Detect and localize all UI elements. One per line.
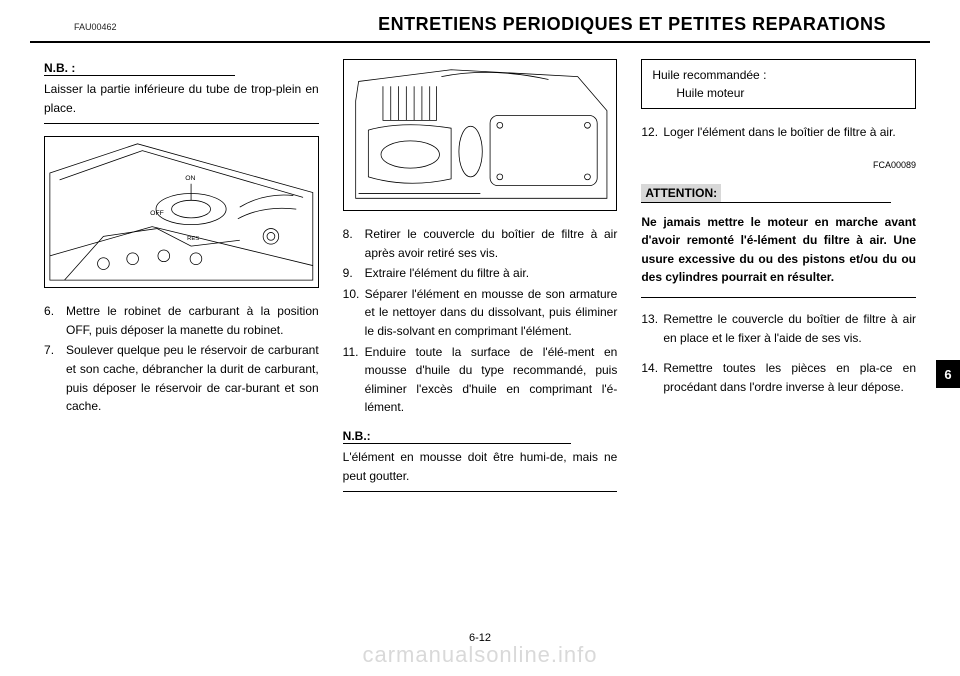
step-6: Mettre le robinet de carburant à la posi… [44,302,319,339]
step-9: Extraire l'élément du filtre à air. [343,264,618,283]
step-11: Enduire toute la surface de l'élé-ment e… [343,343,618,417]
nb-text-2: L'élément en mousse doit être humi-de, m… [343,448,618,485]
attention-heading-row: ATTENTION: [641,184,916,203]
oil-value: Huile moteur [652,84,905,102]
divider-3 [641,297,916,298]
step-7: Soulever quelque peu le réservoir de car… [44,341,319,415]
watermark: carmanualsonline.info [0,642,960,668]
attention-text: Ne jamais mettre le moteur en marche ava… [641,213,916,287]
oil-label: Huile recommandée : [652,66,905,84]
column-3: Huile recommandée : Huile moteur Loger l… [641,59,916,504]
step-12: Loger l'élément dans le boîtier de filtr… [641,123,916,142]
nb-label: N.B. : [44,61,235,76]
nb-text: Laisser la partie inférieure du tube de … [44,80,319,117]
header-title: ENTRETIENS PERIODIQUES ET PETITES REPARA… [378,14,886,35]
step-14: Remettre toutes les pièces en pla-ce en … [641,359,916,396]
steps-8-11: Retirer le couvercle du boîtier de filtr… [343,225,618,417]
step-13: Remettre le couvercle du boîtier de filt… [641,310,916,347]
divider-2 [343,491,618,492]
step-10: Séparer l'élément en mousse de son armat… [343,285,618,341]
steps-13-14: Remettre le couvercle du boîtier de filt… [641,310,916,347]
step-8: Retirer le couvercle du boîtier de filtr… [343,225,618,262]
column-1: N.B. : Laisser la partie inférieure du t… [44,59,319,504]
svg-text:RES: RES [187,236,199,242]
figure-fuel-valve: ON OFF RES [44,136,319,288]
chapter-tab: 6 [936,360,960,388]
oil-recommendation-box: Huile recommandée : Huile moteur [641,59,916,109]
divider [44,123,319,124]
steps-6-7: Mettre le robinet de carburant à la posi… [44,302,319,416]
figure-air-filter [343,59,618,211]
steps-12: Loger l'élément dans le boîtier de filtr… [641,123,916,142]
content-columns: N.B. : Laisser la partie inférieure du t… [0,43,960,504]
svg-text:OFF: OFF [150,210,164,217]
attention-label: ATTENTION: [641,184,721,203]
page-header: FAU00462 ENTRETIENS PERIODIQUES ET PETIT… [30,0,930,43]
column-2: Retirer le couvercle du boîtier de filtr… [343,59,618,504]
nb-label-2: N.B.: [343,429,571,444]
svg-text:ON: ON [185,175,195,182]
steps-14: Remettre toutes les pièces en pla-ce en … [641,359,916,396]
small-code: FCA00089 [641,160,916,170]
header-code: FAU00462 [74,22,117,32]
